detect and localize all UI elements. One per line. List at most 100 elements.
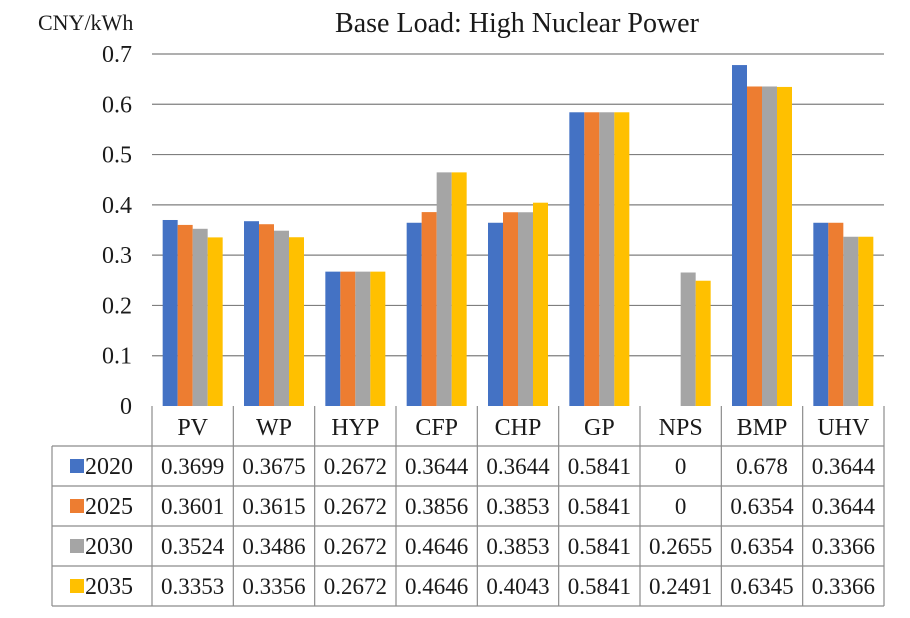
- category-label: WP: [256, 415, 292, 441]
- legend-label: 2035: [85, 574, 133, 600]
- data-label: 0.4646: [405, 574, 468, 599]
- y-tick-labels: 0 0.1 0.2 0.3 0.4 0.5 0.6 0.7: [102, 42, 132, 420]
- bar: [325, 271, 341, 406]
- bar: [370, 271, 386, 406]
- data-label: 0.678: [736, 454, 788, 479]
- data-label: 0.2672: [324, 534, 387, 559]
- data-label: 0.2655: [649, 534, 712, 559]
- bar: [488, 222, 503, 406]
- data-label: 0.3366: [812, 534, 875, 559]
- legend-label: 2030: [85, 534, 133, 560]
- bar: [777, 86, 792, 407]
- data-label: 0.3644: [405, 454, 469, 479]
- category-label: BMP: [737, 415, 788, 441]
- data-label: 0.5841: [568, 534, 631, 559]
- bar: [828, 222, 844, 406]
- y-tick-label: 0.1: [102, 344, 132, 370]
- data-label: 0.5841: [568, 494, 631, 519]
- data-label: 0.3644: [812, 494, 876, 519]
- data-label: 0.2672: [324, 574, 387, 599]
- bar: [695, 280, 711, 406]
- legend-swatch: [70, 539, 84, 553]
- legend-swatch: [70, 499, 84, 513]
- data-label: 0.6354: [730, 494, 794, 519]
- bar: [207, 237, 223, 406]
- data-label: 0: [675, 494, 687, 519]
- data-label: 0.3853: [486, 534, 549, 559]
- bar: [599, 112, 615, 407]
- data-label: 0.5841: [568, 574, 631, 599]
- category-label: NPS: [659, 415, 703, 441]
- bar: [406, 222, 422, 406]
- bar: [259, 224, 274, 406]
- data-label: 0.3615: [242, 494, 305, 519]
- bars: [162, 65, 874, 407]
- bar: [289, 237, 304, 406]
- y-tick-label: 0.5: [102, 143, 132, 169]
- bar: [732, 65, 747, 406]
- y-tick-label: 0.7: [102, 42, 132, 68]
- y-tick-label: 0.3: [102, 243, 132, 269]
- bar: [274, 230, 289, 406]
- data-label: 0.5841: [568, 454, 631, 479]
- data-label: 0.3601: [161, 494, 224, 519]
- bar: [162, 219, 178, 406]
- bar: [421, 212, 437, 406]
- legend-swatch: [70, 579, 84, 593]
- y-tick-label: 0.6: [102, 92, 132, 118]
- data-label: 0: [675, 454, 687, 479]
- bar: [813, 222, 829, 406]
- bar: [584, 112, 600, 407]
- legend-label: 2025: [85, 494, 133, 520]
- chart-title: Base Load: High Nuclear Power: [335, 8, 700, 39]
- bar: [762, 86, 777, 407]
- bar: [436, 172, 452, 406]
- data-label: 0.4043: [486, 574, 549, 599]
- data-label: 0.2672: [324, 454, 387, 479]
- bar: [451, 172, 467, 406]
- bar: [843, 236, 859, 406]
- data-label: 0.6354: [730, 534, 794, 559]
- data-label: 0.3699: [161, 454, 224, 479]
- legend-label: 2020: [85, 454, 133, 480]
- bar: [614, 112, 630, 407]
- category-label: PV: [177, 415, 208, 441]
- y-tick-label: 0.4: [102, 193, 132, 219]
- data-label: 0.3856: [405, 494, 468, 519]
- bar: [503, 212, 518, 406]
- bar: [858, 236, 874, 406]
- bar: [533, 202, 548, 406]
- data-label: 0.4646: [405, 534, 468, 559]
- y-axis-unit-label: CNY/kWh: [38, 10, 133, 35]
- data-label: 0.3675: [242, 454, 305, 479]
- data-label: 0.3853: [486, 494, 549, 519]
- category-label: HYP: [331, 415, 379, 441]
- data-label: 0.3366: [812, 574, 875, 599]
- bar: [340, 271, 356, 406]
- data-label: 0.3356: [242, 574, 305, 599]
- data-label: 0.3353: [161, 574, 224, 599]
- category-label: UHV: [817, 415, 870, 441]
- data-label: 0.2491: [649, 574, 712, 599]
- bar: [177, 224, 193, 406]
- y-tick-label: 0.2: [102, 293, 132, 319]
- bar: [192, 228, 208, 406]
- data-label: 0.3524: [161, 534, 225, 559]
- legend-swatch: [70, 459, 84, 473]
- bar: [569, 112, 585, 407]
- data-label: 0.6345: [730, 574, 793, 599]
- data-label: 0.3644: [812, 454, 876, 479]
- bar: [680, 272, 696, 406]
- data-label: 0.3644: [486, 454, 550, 479]
- category-label: GP: [584, 415, 615, 441]
- category-label: CFP: [415, 415, 458, 441]
- category-label: CHP: [495, 415, 542, 441]
- data-table: PV WP HYP CFP CHP GP NPS BMP UHV 2020 0.3699 0.3675…: [51, 406, 885, 607]
- y-tick-label: 0: [120, 394, 132, 420]
- data-label: 0.2672: [324, 494, 387, 519]
- bar: [355, 271, 371, 406]
- bar: [518, 212, 533, 406]
- bar: [747, 86, 762, 407]
- data-label: 0.3486: [242, 534, 305, 559]
